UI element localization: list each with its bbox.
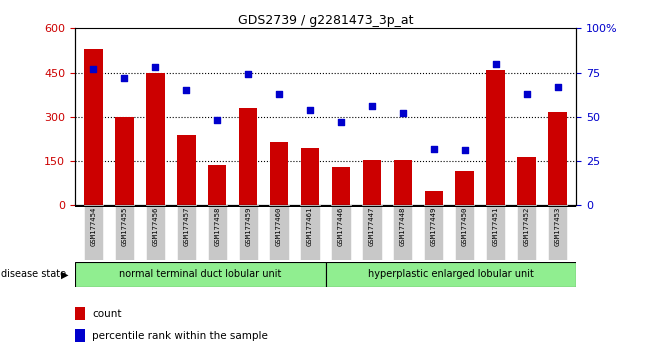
Point: [460, 148, 470, 153]
Point: [552, 84, 562, 90]
Bar: [363, 160, 381, 205]
Bar: [115, 117, 133, 205]
Bar: [394, 160, 412, 205]
Bar: [75, 307, 85, 320]
Text: GSM177460: GSM177460: [276, 207, 282, 246]
Text: hyperplastic enlarged lobular unit: hyperplastic enlarged lobular unit: [368, 269, 534, 279]
Text: GSM177450: GSM177450: [462, 207, 467, 246]
Point: [119, 75, 130, 81]
Bar: [75, 262, 326, 287]
Text: disease state: disease state: [1, 269, 66, 279]
Point: [212, 118, 223, 123]
Text: ▶: ▶: [61, 269, 68, 279]
Bar: [548, 205, 567, 260]
Bar: [393, 205, 413, 260]
Point: [243, 72, 253, 77]
Point: [274, 91, 284, 97]
Text: GSM177457: GSM177457: [184, 207, 189, 246]
Text: GSM177451: GSM177451: [493, 207, 499, 246]
Point: [150, 64, 161, 70]
Text: GSM177454: GSM177454: [90, 207, 96, 246]
Bar: [424, 190, 443, 205]
Bar: [176, 205, 196, 260]
Bar: [332, 167, 350, 205]
Text: GSM177452: GSM177452: [523, 207, 530, 246]
Text: GSM177446: GSM177446: [338, 207, 344, 246]
Point: [305, 107, 315, 113]
Point: [490, 61, 501, 67]
Title: GDS2739 / g2281473_3p_at: GDS2739 / g2281473_3p_at: [238, 14, 413, 27]
Bar: [456, 171, 474, 205]
Point: [367, 103, 377, 109]
Bar: [75, 329, 85, 342]
Bar: [424, 205, 443, 260]
Bar: [517, 205, 536, 260]
Bar: [208, 205, 227, 260]
Bar: [177, 135, 195, 205]
Text: percentile rank within the sample: percentile rank within the sample: [92, 331, 268, 341]
Bar: [84, 205, 103, 260]
Bar: [115, 205, 134, 260]
Bar: [331, 205, 351, 260]
Point: [521, 91, 532, 97]
Bar: [301, 205, 320, 260]
Point: [428, 146, 439, 152]
Bar: [146, 205, 165, 260]
Bar: [486, 70, 505, 205]
Bar: [270, 205, 288, 260]
Bar: [84, 49, 103, 205]
Point: [398, 110, 408, 116]
Text: count: count: [92, 309, 122, 319]
Bar: [486, 205, 505, 260]
Point: [181, 87, 191, 93]
Text: GSM177448: GSM177448: [400, 207, 406, 246]
Bar: [548, 113, 567, 205]
Bar: [146, 73, 165, 205]
Text: GSM177447: GSM177447: [369, 207, 375, 246]
Bar: [326, 262, 576, 287]
Bar: [301, 148, 319, 205]
Bar: [208, 166, 227, 205]
Point: [336, 119, 346, 125]
Text: GSM177453: GSM177453: [555, 207, 561, 246]
Point: [89, 66, 99, 72]
Text: GSM177461: GSM177461: [307, 207, 313, 246]
Text: normal terminal duct lobular unit: normal terminal duct lobular unit: [119, 269, 281, 279]
Bar: [239, 108, 257, 205]
Bar: [238, 205, 258, 260]
Bar: [455, 205, 475, 260]
Text: GSM177449: GSM177449: [431, 207, 437, 246]
Text: GSM177456: GSM177456: [152, 207, 158, 246]
Bar: [363, 205, 381, 260]
Text: GSM177458: GSM177458: [214, 207, 220, 246]
Bar: [518, 156, 536, 205]
Bar: [270, 142, 288, 205]
Text: GSM177459: GSM177459: [245, 207, 251, 246]
Text: GSM177455: GSM177455: [121, 207, 128, 246]
